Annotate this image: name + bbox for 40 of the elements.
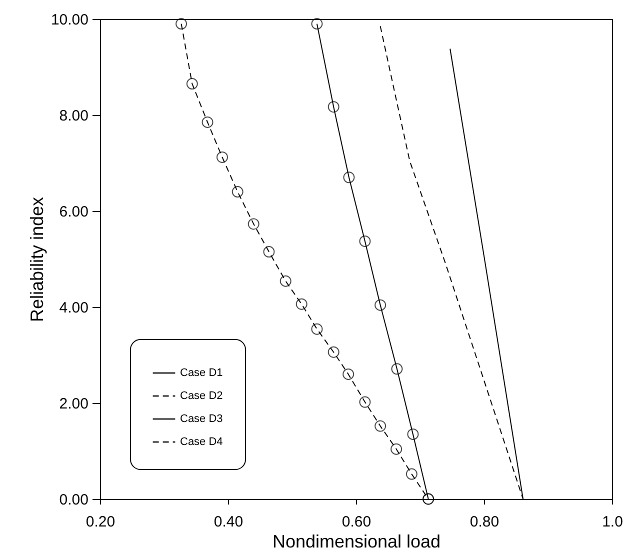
point [328, 101, 340, 113]
point [343, 172, 355, 184]
point [296, 298, 308, 310]
y-tick-label: 0.00 [59, 492, 88, 508]
y-tick-label: 4.00 [59, 300, 88, 316]
point [263, 246, 275, 258]
point [176, 18, 188, 30]
x-tick-label: 0.60 [342, 514, 372, 530]
legend-label: Case D3 [180, 413, 223, 425]
point [374, 420, 386, 432]
legend-label: Case D1 [180, 367, 223, 379]
x-axis-title: Nondimensional load [272, 532, 441, 552]
point [328, 346, 340, 358]
point [311, 323, 323, 335]
point [359, 396, 371, 408]
point [202, 116, 214, 128]
point [342, 368, 354, 380]
point [374, 299, 386, 311]
x-tick-label: 1.0 [602, 514, 623, 530]
point [406, 468, 418, 480]
point [186, 78, 198, 90]
x-tick-label: 0.20 [86, 514, 116, 530]
point [407, 428, 419, 440]
y-axis-title: Reliability index [26, 196, 47, 322]
x-tick-label: 0.40 [214, 514, 244, 530]
y-tick-label: 6.00 [59, 204, 88, 220]
x-tick-label: 0.80 [470, 514, 500, 530]
point [391, 363, 403, 375]
legend-label: Case D4 [180, 436, 223, 448]
point [248, 218, 260, 230]
point [232, 186, 244, 198]
point [359, 236, 371, 247]
point [216, 152, 228, 163]
point [390, 443, 402, 455]
legend-label: Case D2 [180, 390, 223, 402]
y-tick-label: 2.00 [59, 396, 88, 412]
point [280, 275, 292, 287]
point [311, 18, 323, 30]
y-tick-label: 10.00 [50, 12, 88, 28]
y-tick-label: 8.00 [59, 108, 88, 124]
